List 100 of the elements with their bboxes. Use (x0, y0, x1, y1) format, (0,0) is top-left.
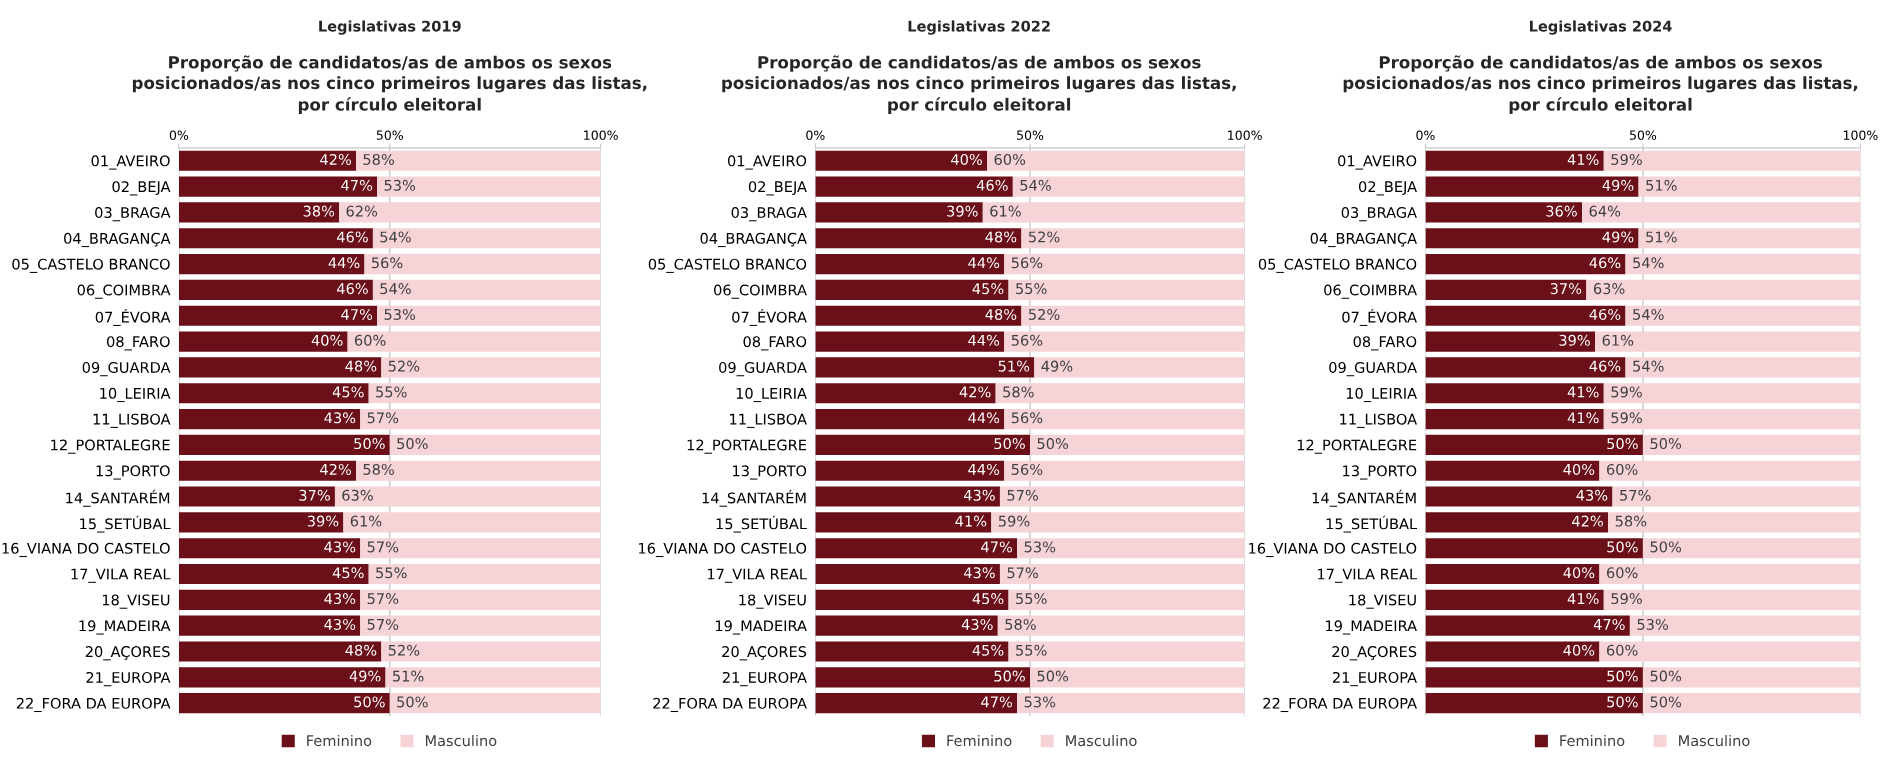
chart-subtitle: Proporção de candidatos/as de ambos os sexos posicionados/as nos cinco primeiros lugares das listas, por círculo eleitoral (132, 55, 647, 114)
bar (1004, 331, 1245, 352)
data-label: 45% (972, 283, 1004, 295)
y-tick-label: 03_BRAGA (95, 207, 171, 222)
bar (1021, 228, 1245, 249)
data-label: 39% (947, 205, 978, 217)
chart-title: Legislativas 2022 (908, 20, 1050, 35)
data-label: 41% (955, 515, 987, 527)
y-tick-label: 05_CASTELO BRANCO (1258, 258, 1417, 273)
data-label: 45% (332, 567, 364, 579)
y-tick-label: 15_SETÚBAL (80, 515, 171, 533)
bar (389, 434, 601, 455)
bar (1603, 589, 1861, 610)
data-label: 42% (1572, 515, 1603, 527)
y-tick-label: 08_FARO (1353, 336, 1417, 351)
bar (178, 254, 365, 275)
data-label: 51% (393, 670, 424, 682)
data-label: 36% (1546, 205, 1577, 217)
x-tick-label: 100% (1228, 130, 1262, 140)
bar (385, 667, 601, 688)
data-label: 40% (1563, 644, 1595, 656)
data-label: 50% (994, 670, 1025, 682)
bar (815, 254, 1005, 275)
bar (389, 693, 601, 714)
bar (815, 641, 1009, 662)
y-tick-label: 13_PORTO (733, 465, 807, 480)
bar (815, 228, 1022, 249)
bar (815, 434, 1030, 455)
chart-title: Legislativas 2019 (319, 20, 461, 35)
data-label: 57% (367, 541, 399, 553)
bar (178, 279, 373, 300)
bar (347, 331, 601, 352)
bar (1599, 563, 1861, 585)
bar (1425, 305, 1626, 326)
bar (1425, 589, 1604, 610)
bar (1425, 460, 1600, 481)
bar (1608, 512, 1861, 533)
legend-label: Masculino (425, 734, 497, 747)
bar (815, 486, 1000, 507)
data-label: 55% (1016, 283, 1047, 295)
data-label: 50% (1607, 438, 1638, 450)
data-label: 60% (1606, 644, 1638, 656)
data-label: 46% (336, 283, 368, 295)
bar (997, 615, 1245, 636)
data-label: 41% (1567, 153, 1599, 165)
bar (356, 150, 601, 171)
bar (1586, 279, 1861, 300)
y-tick-label: 22_FORA DA EUROPA (653, 697, 807, 713)
y-tick-label: 09_GUARDA (82, 361, 171, 377)
bar (356, 460, 601, 481)
bar (1030, 434, 1245, 455)
data-label: 54% (1633, 308, 1664, 320)
y-tick-label: 03_BRAGA (731, 207, 807, 222)
bar (1603, 150, 1861, 171)
bar (178, 460, 357, 481)
data-label: 40% (1563, 567, 1595, 579)
bar (178, 228, 373, 249)
bar (995, 383, 1245, 404)
bar (1012, 176, 1245, 197)
bar (1425, 563, 1600, 585)
bar (178, 563, 369, 585)
bar (339, 202, 601, 223)
bar (360, 589, 601, 610)
bar (815, 202, 983, 223)
data-label: 49% (349, 670, 381, 682)
data-label: 57% (1620, 489, 1651, 501)
data-label: 41% (1567, 593, 1599, 605)
x-tick-label: 0% (806, 130, 825, 140)
data-label: 44% (968, 412, 1000, 424)
data-label: 53% (1024, 696, 1056, 708)
bar (815, 615, 998, 636)
data-label: 48% (345, 644, 377, 656)
data-label: 42% (320, 153, 352, 165)
data-label: 56% (1011, 257, 1043, 269)
data-label: 53% (384, 308, 416, 320)
bar (815, 150, 988, 171)
bar (178, 486, 335, 507)
data-label: 58% (1005, 618, 1036, 630)
data-label: 46% (1589, 257, 1621, 269)
y-tick-label: 11_LISBOA (93, 413, 171, 428)
y-tick-label: 09_GUARDA (719, 361, 807, 377)
data-label: 44% (328, 257, 360, 269)
data-label: 46% (976, 179, 1008, 191)
y-tick-label: 06_COIMBRA (77, 284, 171, 299)
data-label: 59% (998, 515, 1030, 527)
bar (1425, 538, 1643, 559)
bar (815, 693, 1018, 714)
x-tick-label: 0% (1416, 130, 1435, 140)
data-label: 54% (1020, 179, 1051, 191)
data-label: 52% (388, 360, 420, 372)
data-label: 50% (1607, 696, 1638, 708)
y-tick-label: 19_MADEIRA (79, 620, 171, 635)
data-label: 50% (1037, 438, 1069, 450)
y-tick-label: 07_ÉVORA (95, 308, 171, 326)
y-tick-label: 22_FORA DA EUROPA (16, 697, 171, 713)
bar (1425, 202, 1583, 223)
data-label: 55% (1016, 644, 1047, 656)
y-tick-label: 20_AÇORES (722, 646, 807, 661)
data-label: 53% (1637, 618, 1668, 630)
y-tick-label: 15_SETÚBAL (716, 515, 807, 533)
